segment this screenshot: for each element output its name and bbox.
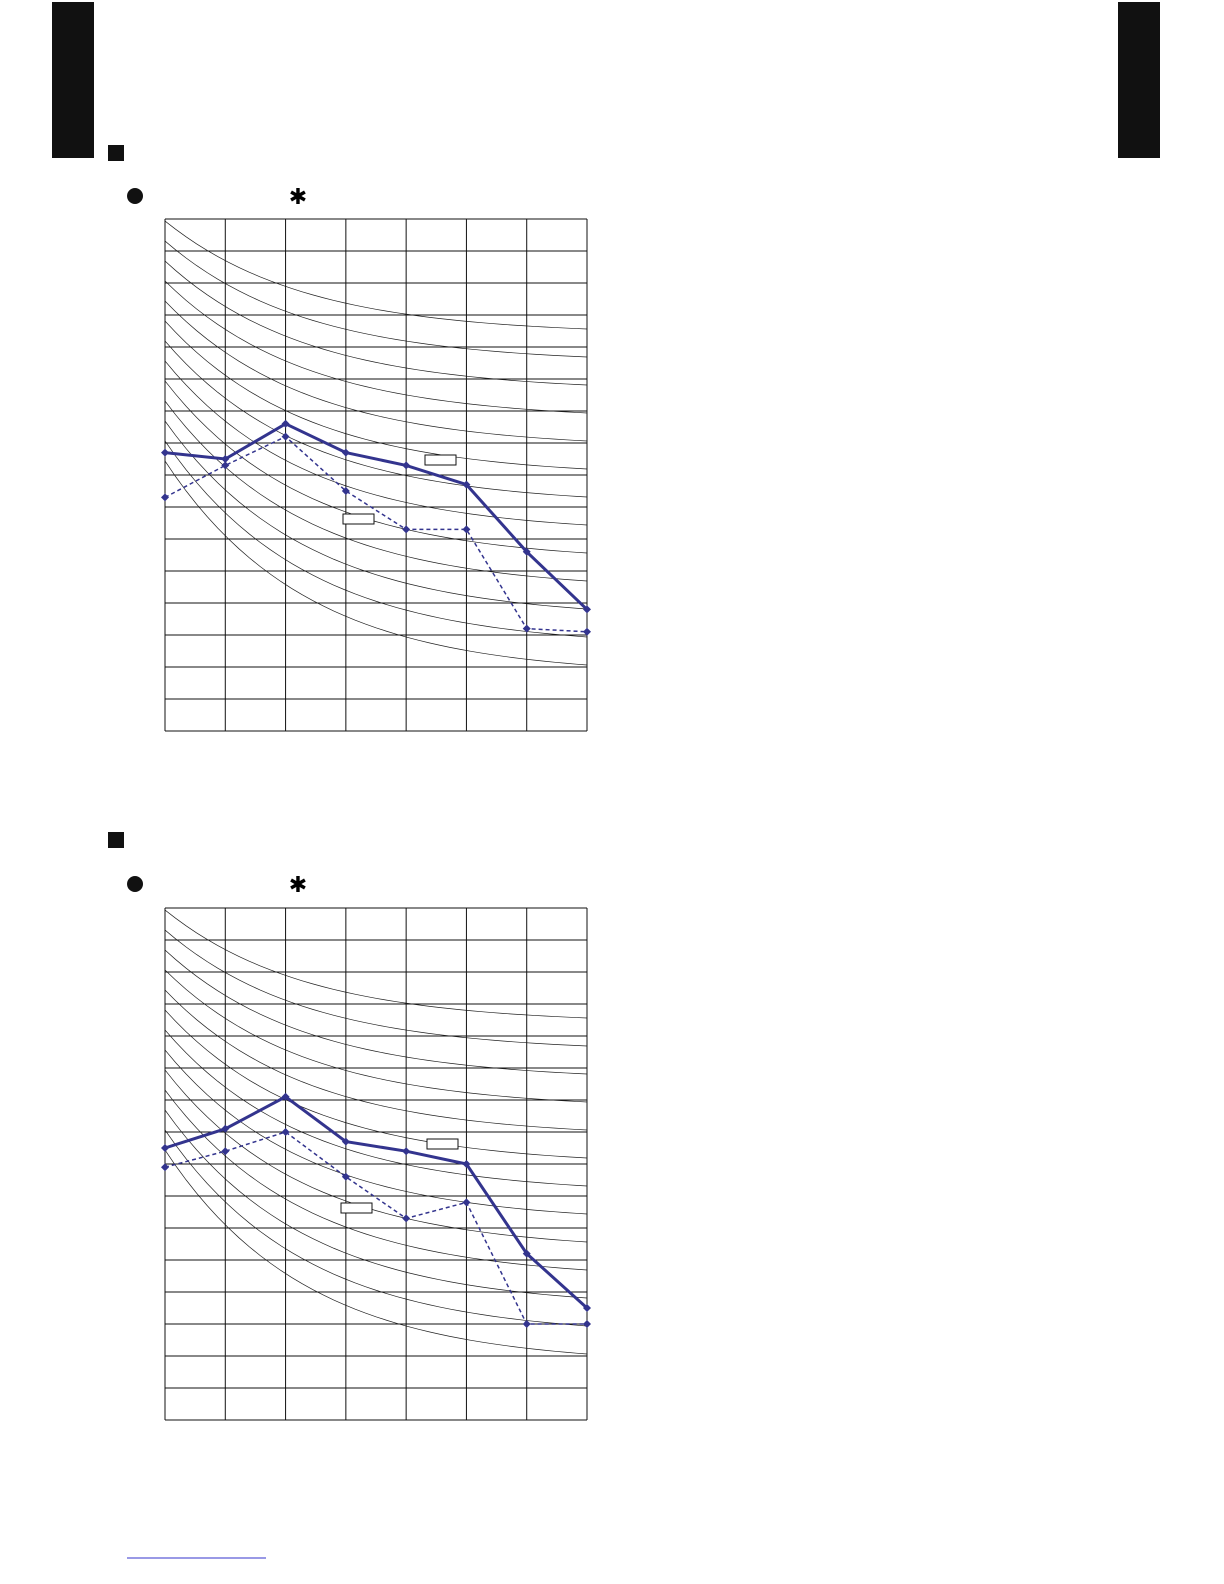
reference-curve [165,909,587,1019]
reference-curve [165,220,587,330]
data-point [402,1214,411,1223]
data-point [583,627,591,636]
data-point [462,1160,471,1168]
reference-curve [165,440,587,638]
reference-curve [165,380,587,554]
data-point [221,455,230,463]
data-point [583,605,591,614]
reference-curve [165,320,587,470]
reference-curve [165,929,587,1047]
data-point [221,461,230,470]
data-point [522,1249,531,1258]
data-point [522,547,531,556]
reference-curve [165,1109,587,1299]
data-point [281,432,290,441]
data-point [221,1124,230,1133]
data-point [161,1144,169,1152]
data-point [522,624,531,633]
section-marker [108,832,124,848]
reference-curve [165,360,587,526]
reference-curve [165,1149,587,1355]
reference-curve [165,1009,587,1159]
reference-curve [165,260,587,386]
label-box [426,1138,459,1150]
chart [161,218,591,732]
data-point [522,1320,531,1328]
label-box [340,1202,373,1214]
side-tab [1118,2,1160,158]
series-line [164,435,588,633]
data-point [462,480,471,489]
label-box [342,513,375,525]
bullet [127,876,143,892]
chart [161,907,591,1421]
data-point [341,1137,350,1146]
data-point [341,448,350,457]
series-line [164,1131,587,1325]
reference-curve [165,969,587,1103]
data-point [281,1092,290,1101]
reference-curve [165,1069,587,1243]
data-point [583,1320,591,1328]
data-point [341,1172,350,1181]
data-point [161,448,169,457]
reference-curve [165,240,587,358]
reference-curve [165,420,587,610]
reference-curve [165,400,587,582]
data-point [402,1147,411,1156]
data-point [161,493,169,502]
asterisk: ✱ [289,873,307,898]
data-point [402,525,411,534]
reference-curve [165,1029,587,1187]
reference-curve [165,1089,587,1271]
reference-curve [165,1129,587,1327]
data-point [402,461,411,470]
reference-curve [165,280,587,414]
data-point [341,487,350,495]
label-box [424,454,457,466]
series-line [164,1095,589,1310]
side-tab [52,2,94,158]
reference-curve [165,340,587,498]
section-marker [108,145,124,161]
data-point [462,525,471,534]
reference-curves [165,909,587,1355]
data-point [161,1163,169,1172]
data-point [281,1128,290,1136]
asterisk: ✱ [289,185,307,210]
reference-curve [165,949,587,1075]
reference-curve [165,460,587,666]
reference-curve [165,989,587,1131]
reference-curve [165,1049,587,1215]
data-point [583,1304,591,1312]
reference-curve [165,300,587,442]
data-point [221,1147,230,1156]
data-point [281,419,290,428]
series-line [164,422,589,611]
bullet [127,188,143,204]
data-point [462,1198,471,1207]
